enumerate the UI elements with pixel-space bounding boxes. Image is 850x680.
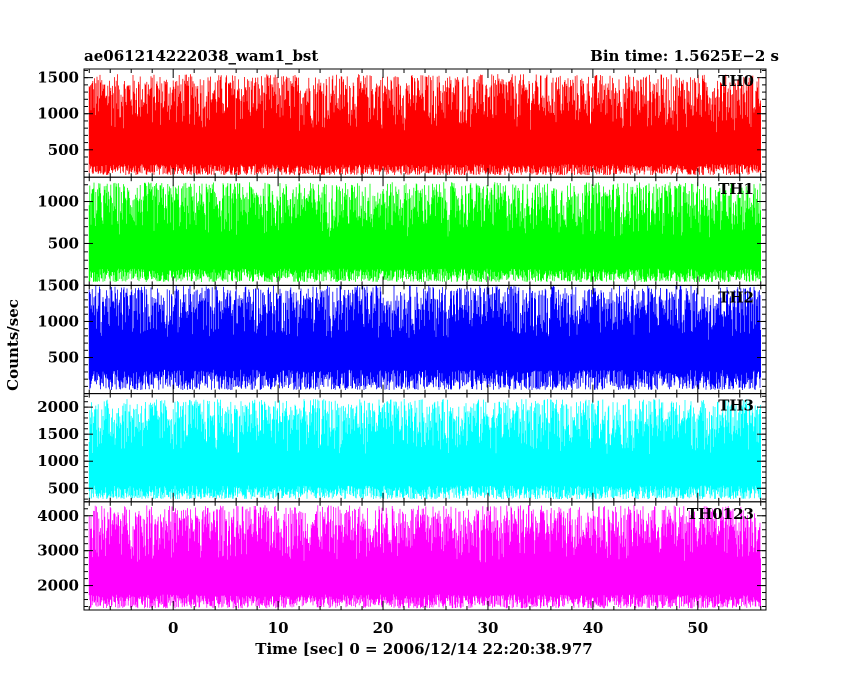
chart-title: ae061214222038_wam1_bst <box>84 47 318 65</box>
x-tick-label: 40 <box>582 619 603 637</box>
series-th1 <box>88 182 761 282</box>
y-tick-label: 500 <box>48 234 79 252</box>
series-th0123 <box>88 505 761 609</box>
series-th2 <box>88 285 761 390</box>
y-tick-label: 1500 <box>37 69 79 87</box>
y-tick-label: 2000 <box>37 577 79 595</box>
panel-label: TH2 <box>718 288 754 306</box>
y-tick-label: 1000 <box>37 312 79 330</box>
y-tick-label: 1000 <box>37 105 79 123</box>
panel-th0123: 2000 3000 4000 TH0123 <box>37 501 767 611</box>
y-tick-label: 1500 <box>37 276 79 294</box>
panel-label: TH1 <box>718 180 754 198</box>
panel-label: TH0 <box>718 72 754 90</box>
x-axis: 0 10 20 30 40 50 <box>168 619 708 637</box>
x-axis-label: Time [sec] 0 = 2006/12/14 22:20:38.977 <box>255 640 592 658</box>
x-tick-label: 20 <box>373 619 394 637</box>
x-tick-label: 30 <box>478 619 499 637</box>
y-tick-label: 500 <box>48 479 79 497</box>
y-tick-label: 3000 <box>37 542 79 560</box>
panel-label: TH3 <box>718 397 754 415</box>
panel-th3: 500 1000 1500 2000 TH3 <box>37 393 767 503</box>
panel-th0: 500 1000 1500 TH0 <box>37 68 767 178</box>
x-tick-label: 10 <box>268 619 289 637</box>
bin-time-label: Bin time: 1.5625E−2 s <box>590 47 779 65</box>
series-th0 <box>88 74 761 175</box>
y-tick-label: 500 <box>48 349 79 367</box>
y-tick-label: 4000 <box>37 507 79 525</box>
panel-th1: 0 500 1000 TH1 <box>37 176 767 294</box>
series-th3 <box>88 399 761 500</box>
x-tick-label: 0 <box>168 619 178 637</box>
y-tick-label: 2000 <box>37 398 79 416</box>
y-axis-label: Counts/sec <box>4 299 22 391</box>
y-tick-label: 500 <box>48 141 79 159</box>
y-tick-label: 0 <box>69 276 79 294</box>
panel-th2: 500 1000 1500 TH2 <box>37 276 767 395</box>
panel-label: TH0123 <box>687 505 754 523</box>
y-tick-label: 1000 <box>37 193 79 211</box>
y-tick-label: 1500 <box>37 425 79 443</box>
y-tick-label: 1000 <box>37 452 79 470</box>
x-tick-label: 50 <box>687 619 708 637</box>
